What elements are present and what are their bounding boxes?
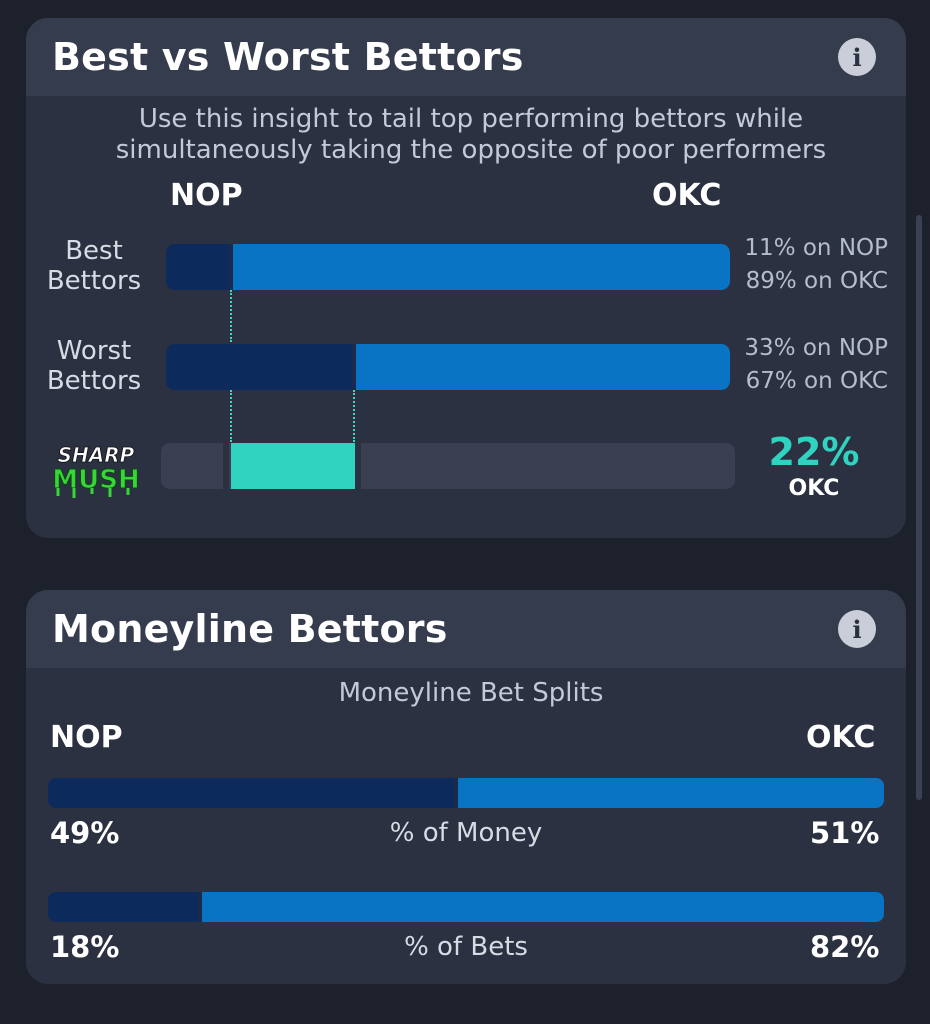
bets-nop-segment: [48, 892, 198, 922]
bets-split-bar: [48, 892, 884, 922]
worst-bettors-label-line1: Worst: [56, 336, 132, 366]
team-right-label: OKC: [652, 178, 722, 213]
money-nop-pct: 49%: [50, 816, 120, 850]
best-vs-worst-subtitle: Use this insight to tail top performing …: [26, 104, 906, 166]
result-separator-right: [355, 443, 361, 489]
best-bettors-nop-pct: 11% on NOP: [744, 235, 888, 261]
sharp-result-bar: [161, 443, 735, 489]
worst-bettors-nop-segment: [166, 344, 352, 390]
best-bettors-okc-pct: 89% on OKC: [745, 268, 888, 294]
bar-divider: [454, 778, 458, 808]
worst-bettors-label: Worst Bettors: [38, 336, 150, 396]
guide-line-worst: [353, 390, 355, 442]
bets-label: % of Bets: [404, 932, 528, 962]
sharp-mush-logo: SHARP MUSH: [52, 443, 140, 498]
bets-nop-pct: 18%: [50, 930, 120, 964]
team-left-label: NOP: [170, 178, 243, 213]
worst-bettors-bar: [166, 344, 730, 390]
money-split-bar: [48, 778, 884, 808]
money-label: % of Money: [389, 818, 543, 848]
best-bettors-split: 11% on NOP 89% on OKC: [726, 232, 888, 298]
bets-okc-pct: 82%: [810, 930, 880, 964]
moneyline-subtitle: Moneyline Bet Splits: [338, 678, 604, 708]
result-separator-left: [223, 443, 229, 489]
bar-divider: [352, 344, 356, 390]
logo-mush-text: MUSH: [52, 465, 139, 495]
moneyline-team-left: NOP: [50, 720, 123, 755]
guide-line-best: [230, 290, 232, 342]
subtitle-line-1: Use this insight to tail top performing …: [138, 104, 804, 134]
sharp-result-percent: 22%: [768, 430, 860, 474]
best-bettors-nop-segment: [166, 244, 229, 290]
logo-drip-shape: [56, 488, 130, 498]
moneyline-title: Moneyline Bettors: [52, 607, 448, 651]
best-bettors-label: Best Bettors: [38, 236, 150, 296]
moneyline-header: Moneyline Bettors i: [26, 590, 906, 668]
best-vs-worst-title: Best vs Worst Bettors: [52, 35, 524, 79]
money-okc-pct: 51%: [810, 816, 880, 850]
subtitle-line-2: simultaneously taking the opposite of po…: [115, 135, 827, 165]
best-bettors-label-line1: Best: [65, 236, 123, 266]
moneyline-team-right: OKC: [806, 720, 876, 755]
best-vs-worst-card: Best vs Worst Bettors i Use this insight…: [26, 18, 906, 538]
money-okc-segment: [458, 778, 884, 808]
worst-bettors-okc-segment: [356, 344, 730, 390]
logo-sharp-text: SHARP: [58, 443, 135, 467]
bets-okc-segment: [202, 892, 884, 922]
guide-line-best-lower: [230, 390, 232, 442]
money-nop-segment: [48, 778, 454, 808]
info-icon[interactable]: i: [838, 38, 876, 76]
sharp-result-team: OKC: [788, 476, 840, 501]
best-bettors-okc-segment: [233, 244, 730, 290]
info-icon[interactable]: i: [838, 610, 876, 648]
worst-bettors-nop-pct: 33% on NOP: [744, 335, 888, 361]
bar-divider: [229, 244, 233, 290]
sharp-result-fill: [231, 443, 355, 489]
worst-bettors-split: 33% on NOP 67% on OKC: [726, 332, 888, 398]
best-bettors-bar: [166, 244, 730, 290]
best-bettors-label-line2: Bettors: [46, 266, 142, 296]
bar-divider: [198, 892, 202, 922]
worst-bettors-okc-pct: 67% on OKC: [745, 368, 888, 394]
worst-bettors-label-line2: Bettors: [46, 366, 142, 396]
best-vs-worst-header: Best vs Worst Bettors i: [26, 18, 906, 96]
scrollbar[interactable]: [916, 215, 922, 800]
moneyline-card: Moneyline Bettors i Moneyline Bet Splits…: [26, 590, 906, 984]
